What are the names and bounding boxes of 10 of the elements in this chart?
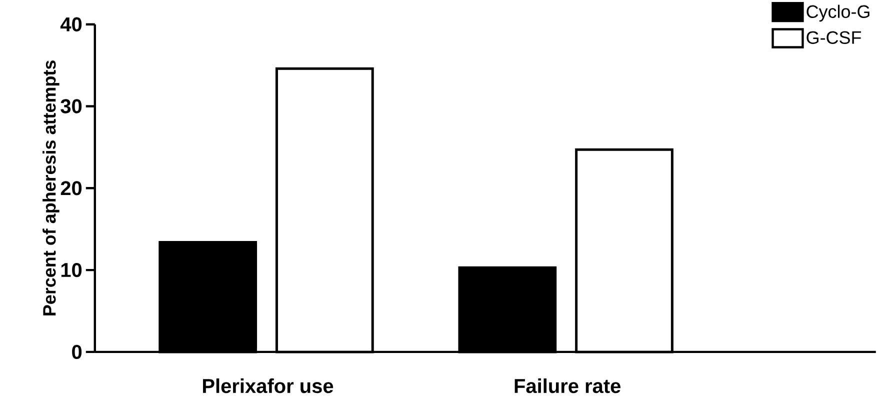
y-axis-title: Percent of apheresis attempts	[42, 60, 60, 316]
y-tick-label: 0	[72, 344, 82, 360]
legend-label: G-CSF	[806, 31, 862, 44]
y-tick-label: 10	[61, 263, 82, 278]
x-tick-label: Plerixafor use	[203, 378, 334, 394]
y-tick-label: 30	[60, 99, 82, 114]
legend-label: Cyclo-G	[806, 4, 870, 22]
y-tick-label: 40	[60, 17, 82, 32]
y-tick-label: 20	[60, 181, 82, 196]
x-tick-label: Failure rate	[514, 378, 620, 394]
